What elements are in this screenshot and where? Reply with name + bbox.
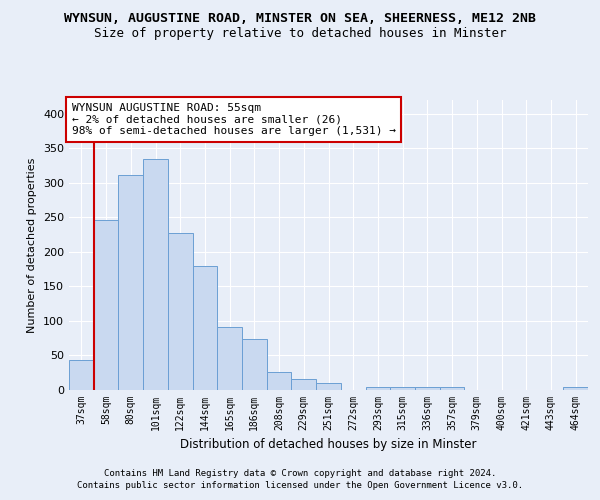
Bar [118,174,143,390]
Bar [316,383,341,390]
Bar [440,387,464,390]
Bar [267,372,292,390]
Bar [69,360,94,390]
Bar [415,386,440,390]
Bar [365,386,390,390]
Y-axis label: Number of detached properties: Number of detached properties [28,158,37,332]
Text: Size of property relative to detached houses in Minster: Size of property relative to detached ho… [94,28,506,40]
Bar [390,386,415,390]
Bar [193,266,217,390]
Bar [94,220,118,390]
X-axis label: Distribution of detached houses by size in Minster: Distribution of detached houses by size … [180,438,477,452]
Text: WYNSUN AUGUSTINE ROAD: 55sqm
← 2% of detached houses are smaller (26)
98% of sem: WYNSUN AUGUSTINE ROAD: 55sqm ← 2% of det… [71,103,395,136]
Bar [143,158,168,390]
Bar [292,379,316,390]
Bar [563,387,588,390]
Text: WYNSUN, AUGUSTINE ROAD, MINSTER ON SEA, SHEERNESS, ME12 2NB: WYNSUN, AUGUSTINE ROAD, MINSTER ON SEA, … [64,12,536,26]
Text: Contains HM Land Registry data © Crown copyright and database right 2024.: Contains HM Land Registry data © Crown c… [104,468,496,477]
Bar [217,327,242,390]
Bar [242,339,267,390]
Bar [168,232,193,390]
Text: Contains public sector information licensed under the Open Government Licence v3: Contains public sector information licen… [77,481,523,490]
